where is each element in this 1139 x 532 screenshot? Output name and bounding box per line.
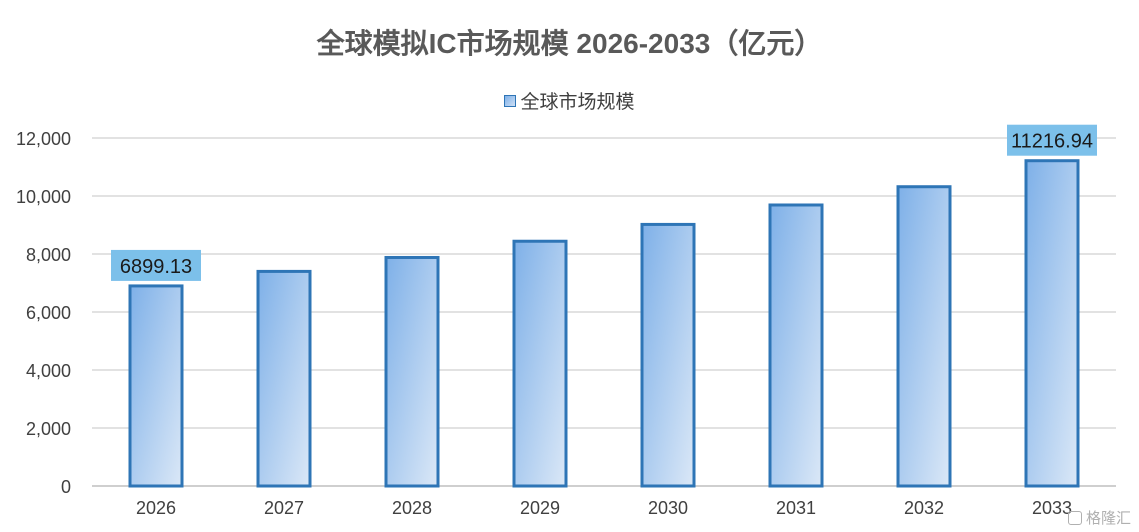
y-tick-label: 4,000: [26, 361, 71, 381]
data-label-box: [1007, 124, 1097, 156]
watermark-logo-icon: [1067, 511, 1082, 525]
bar: [512, 239, 568, 488]
y-tick-label: 12,000: [16, 129, 71, 149]
bar: [768, 203, 824, 488]
legend-swatch: [504, 95, 517, 107]
data-label-box: [111, 249, 201, 281]
y-tick-label: 0: [61, 477, 71, 497]
chart-title: 全球模拟IC市场规模 2026-2033（亿元）: [316, 28, 823, 59]
x-tick-label: 2032: [904, 498, 944, 518]
x-tick-label: 2029: [520, 498, 560, 518]
y-tick-label: 2,000: [26, 419, 71, 439]
data-label: 11216.94: [1011, 131, 1093, 153]
data-label: 6899.13: [120, 256, 192, 278]
watermark-text: 格隆汇: [1085, 510, 1131, 527]
x-tick-label: 2027: [264, 498, 304, 518]
watermark: 格隆汇: [1067, 507, 1131, 528]
y-tick-label: 6,000: [26, 303, 71, 323]
y-tick-label: 8,000: [26, 245, 71, 265]
x-tick-label: 2026: [136, 498, 176, 518]
y-tick-label: 10,000: [16, 187, 71, 207]
bar: [896, 185, 952, 488]
x-tick-label: 2031: [776, 498, 816, 518]
bar: [1024, 159, 1080, 488]
legend: 全球市场规模: [0, 87, 1139, 114]
bar: [256, 269, 312, 488]
x-tick-label: 2030: [648, 498, 688, 518]
bar: [128, 284, 184, 488]
bar: [384, 255, 440, 488]
legend-label: 全球市场规模: [520, 92, 635, 113]
x-tick-label: 2033: [1032, 498, 1072, 518]
bar: [640, 222, 696, 488]
x-tick-label: 2028: [392, 498, 432, 518]
